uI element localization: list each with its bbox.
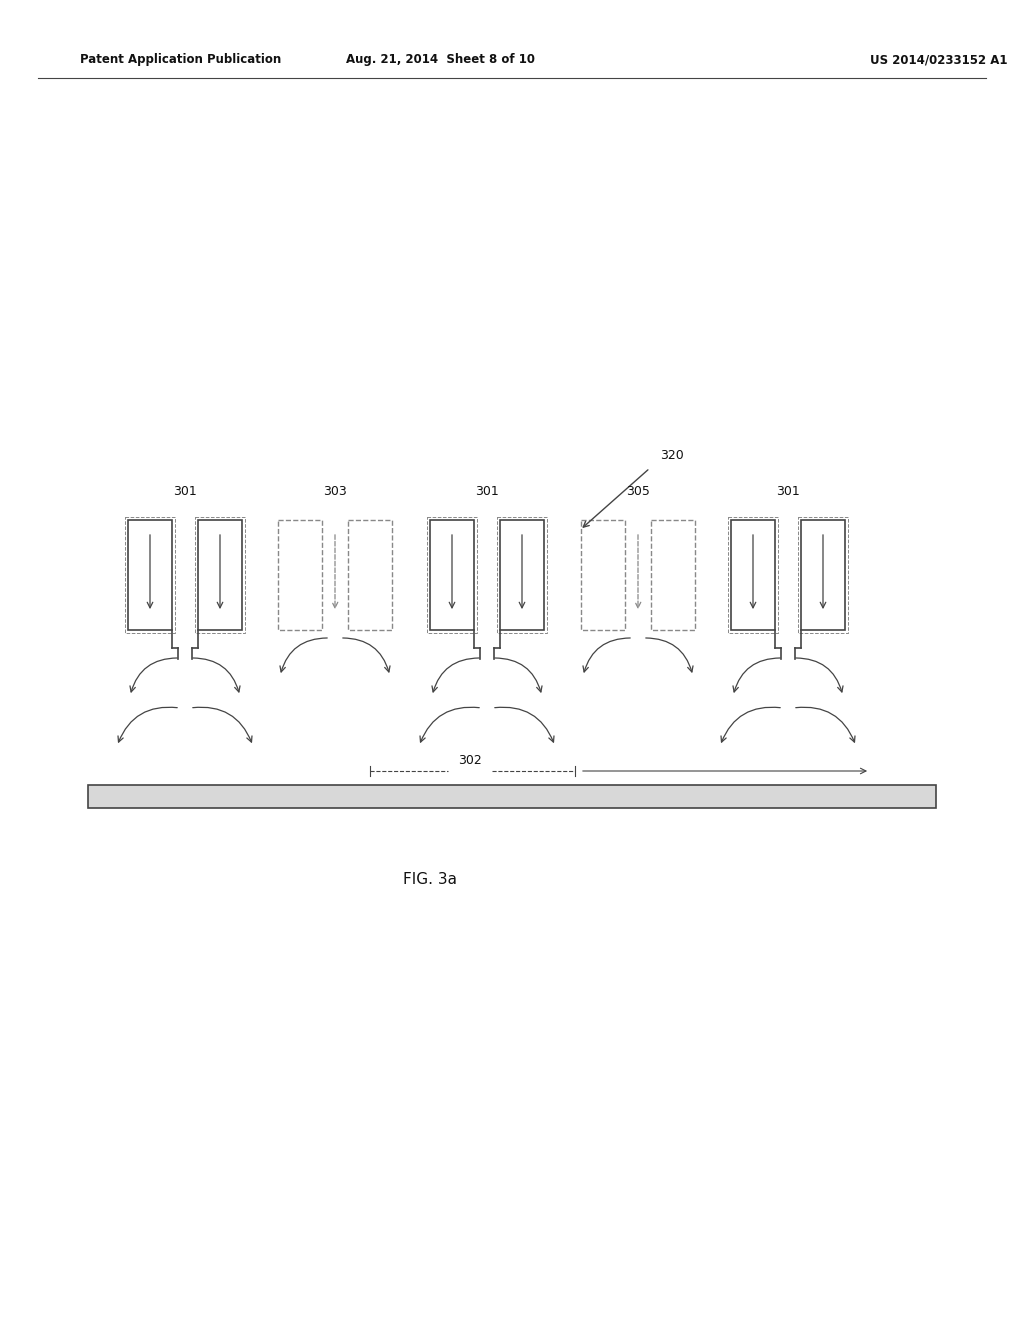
Text: 320: 320 [660,449,684,462]
Text: Patent Application Publication: Patent Application Publication [80,54,282,66]
Bar [801,520,845,630]
Bar [198,520,242,630]
Bar [497,517,547,634]
Bar [128,520,172,630]
Bar [798,517,848,634]
Bar [278,520,322,630]
Bar [500,520,544,630]
Bar [430,520,474,630]
Bar [731,520,775,630]
Text: Aug. 21, 2014  Sheet 8 of 10: Aug. 21, 2014 Sheet 8 of 10 [345,54,535,66]
Text: FIG. 3a: FIG. 3a [403,873,457,887]
Text: 301: 301 [475,484,499,498]
Bar [88,785,936,808]
Bar [581,520,625,630]
Text: 303: 303 [324,484,347,498]
Bar [427,517,477,634]
Bar [651,520,695,630]
Text: 301: 301 [173,484,197,498]
Text: US 2014/0233152 A1: US 2014/0233152 A1 [870,54,1008,66]
Bar [125,517,175,634]
Text: 305: 305 [626,484,650,498]
Text: 302: 302 [458,754,482,767]
Text: 301: 301 [776,484,800,498]
Bar [195,517,245,634]
Bar [728,517,778,634]
Bar [348,520,392,630]
